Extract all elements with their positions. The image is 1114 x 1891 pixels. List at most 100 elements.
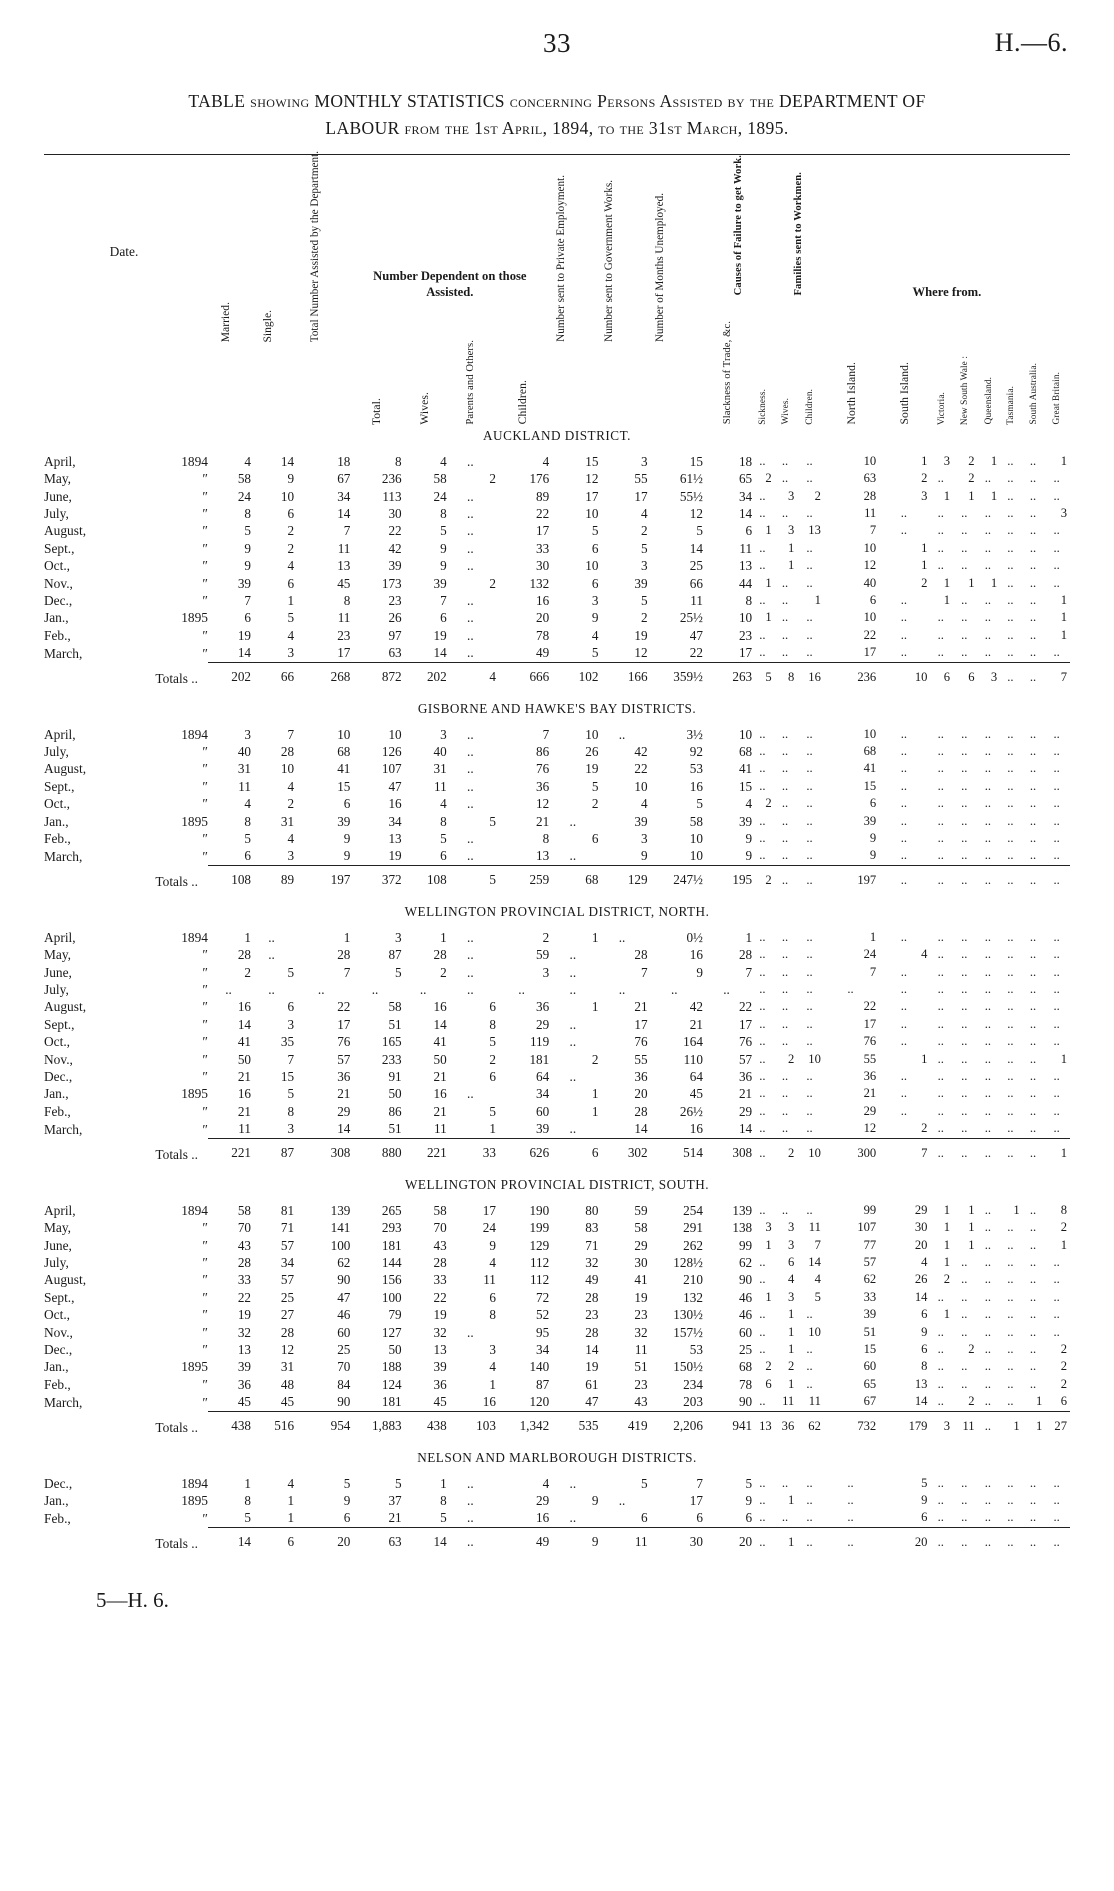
- data-cell: ..: [781, 831, 789, 845]
- data-cell: 14: [738, 505, 753, 521]
- table-row: Oct., ″ 9 4 13 39 9.. 30 10 3 25 13.. 1.. 12 1........…: [44, 557, 1070, 574]
- data-cell: 59: [634, 1202, 648, 1218]
- data-cell: ..: [961, 610, 968, 625]
- totals-cell: 8: [774, 661, 798, 687]
- data-cell: 1: [921, 558, 928, 573]
- data-cell: 2: [641, 523, 648, 539]
- table-row: Feb., ″ 19 4 23 97 19.. 78 4 19 47 23...... 22......…: [44, 627, 1070, 644]
- data-cell: ..: [467, 558, 474, 574]
- data-cell: ..: [1007, 1394, 1014, 1409]
- data-cell: ..: [1029, 1376, 1037, 1391]
- data-cell: ..: [984, 848, 992, 863]
- totals-cell: 6: [930, 661, 953, 687]
- data-cell: 107: [381, 761, 402, 777]
- data-cell: 2: [787, 1359, 795, 1374]
- totals-cell: 9: [549, 1526, 599, 1552]
- year-label: 1895: [181, 1359, 208, 1375]
- data-cell: ..: [371, 982, 379, 998]
- month-label: March,: [44, 1121, 83, 1137]
- data-cell: ..: [900, 610, 907, 625]
- totals-cell: ..: [977, 1410, 1001, 1436]
- totals-cell: ..: [1045, 864, 1070, 890]
- data-cell: 10: [280, 488, 295, 504]
- data-cell: 2: [787, 1051, 795, 1066]
- data-cell: 5: [591, 778, 599, 794]
- data-cell: 2: [287, 540, 295, 556]
- data-cell: 13: [536, 848, 550, 864]
- data-cell: ..: [1053, 1289, 1060, 1304]
- header-dep-parents: Parents and Others.: [465, 340, 477, 425]
- data-cell: 14: [237, 645, 251, 661]
- data-cell: 21: [689, 1016, 703, 1032]
- totals-cell: 108: [207, 864, 251, 890]
- table-row: June, ″ 43 57 100 181 43 9 129 71 29 262 99 1 3 7 77 20 1 1…: [44, 1237, 1070, 1254]
- data-cell: 4: [542, 453, 550, 469]
- totals-cell: 3: [930, 1410, 953, 1436]
- data-cell: ..: [1029, 999, 1037, 1014]
- data-cell: ..: [1053, 575, 1060, 590]
- totals-cell: 3: [977, 661, 1001, 687]
- data-cell: 21: [536, 813, 550, 829]
- table-row: Oct., ″ 4 2 6 16 4.. 12 2 4 5 4 2.... 6..............: [44, 795, 1070, 812]
- table-row: Oct., ″ 19 27 46 79 19 8 52 23 23 130½ 46.. 1.. 39 6 1..…: [44, 1306, 1070, 1323]
- data-cell: 22: [738, 999, 753, 1015]
- data-cell: ..: [1053, 1475, 1060, 1490]
- data-cell: ..: [467, 1086, 474, 1102]
- data-cell: 3: [542, 964, 550, 980]
- data-cell: 1: [968, 575, 975, 590]
- data-cell: ..: [806, 627, 813, 642]
- data-cell: ..: [1053, 778, 1060, 793]
- data-cell: 10: [738, 726, 753, 742]
- month-label: Jan.,: [44, 1086, 69, 1102]
- data-cell: 97: [388, 627, 402, 643]
- totals-cell: ..: [774, 864, 798, 890]
- data-cell: ..: [1007, 726, 1014, 741]
- data-cell: 67: [337, 471, 351, 487]
- data-cell: ..: [781, 1475, 789, 1490]
- data-cell: 45: [689, 1086, 703, 1102]
- data-cell: ..: [1029, 947, 1037, 962]
- data-cell: ..: [984, 1051, 992, 1066]
- totals-row: Totals .. 108 89 197 372 108 5 259 68 129 247½ 195 2…: [44, 864, 1070, 890]
- data-cell: ..: [569, 1016, 577, 1032]
- data-cell: ..: [806, 1069, 813, 1084]
- data-cell: 119: [529, 1034, 550, 1050]
- data-cell: 60: [337, 1324, 351, 1340]
- data-cell: 8: [244, 813, 251, 829]
- data-cell: 9: [921, 1492, 928, 1507]
- data-cell: 4: [440, 796, 447, 812]
- month-label: May,: [44, 947, 72, 963]
- data-cell: ..: [781, 778, 789, 793]
- data-cell: 26½: [679, 1103, 703, 1119]
- data-cell: ..: [961, 1121, 968, 1136]
- header-dep-total: Total.: [369, 397, 383, 425]
- totals-cell: 10: [879, 661, 931, 687]
- data-cell: ..: [1053, 1272, 1060, 1287]
- data-cell: ..: [781, 610, 789, 625]
- year-label: ″: [202, 1254, 208, 1270]
- data-cell: 3: [641, 558, 648, 574]
- table-row: Dec., ″ 13 12 25 50 13 3 34 14 11 53 25.. 1.. 15 6.. 2..…: [44, 1341, 1070, 1358]
- data-cell: ..: [781, 929, 789, 944]
- data-cell: 58: [433, 471, 447, 487]
- totals-cell: ..: [1045, 1526, 1070, 1552]
- data-cell: 32: [237, 1324, 251, 1340]
- totals-cell: 514: [647, 1137, 703, 1163]
- totals-cell: ..: [797, 864, 824, 890]
- table-row: March, ″ 45 45 90 181 45 16 120 47 43 203 90.. 11 11 67…: [44, 1393, 1070, 1411]
- data-cell: 1: [787, 1492, 795, 1507]
- table-row: Sept., ″ 22 25 47 100 22 6 72 28 19 132 46 1 3 5 33 14...…: [44, 1289, 1070, 1306]
- data-cell: ..: [984, 592, 992, 607]
- data-cell: ..: [467, 982, 474, 998]
- data-cell: ..: [1053, 488, 1060, 503]
- data-cell: ..: [1053, 1121, 1060, 1136]
- month-label: Nov.,: [44, 1051, 73, 1067]
- data-cell: ..: [806, 947, 813, 962]
- data-cell: ..: [806, 813, 813, 828]
- data-cell: 10: [808, 1051, 821, 1066]
- district-banner-row: AUCKLAND DISTRICT.: [44, 428, 1070, 444]
- data-cell: ..: [1007, 471, 1014, 486]
- data-cell: 33: [237, 1272, 251, 1288]
- data-cell: 29: [536, 1016, 550, 1032]
- data-cell: ..: [961, 726, 968, 741]
